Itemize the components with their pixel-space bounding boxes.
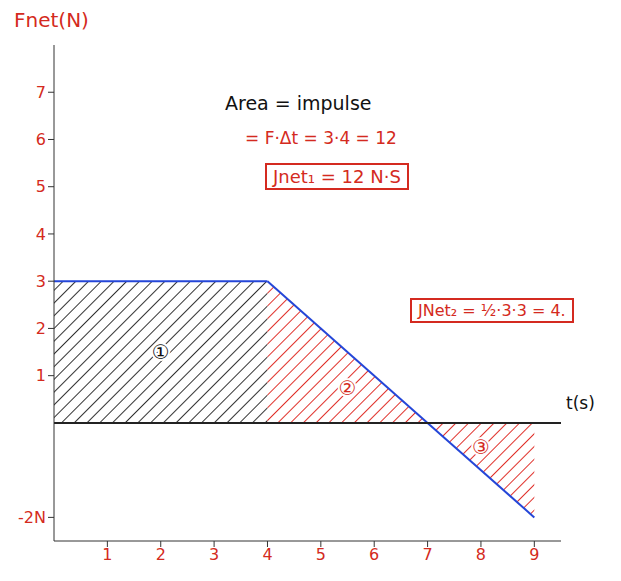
- svg-text:3: 3: [36, 272, 46, 291]
- svg-text:2: 2: [36, 319, 46, 338]
- html-text:t(s): t(s): [566, 392, 595, 413]
- svg-text:①: ①: [152, 340, 170, 364]
- html-text:Area = impulse: Area = impulse: [225, 92, 372, 114]
- svg-text:7: 7: [422, 545, 432, 564]
- svg-text:6: 6: [369, 545, 379, 564]
- svg-text:6: 6: [36, 130, 46, 149]
- svg-text:2: 2: [156, 545, 166, 564]
- svg-text:3: 3: [209, 545, 219, 564]
- svg-text:5: 5: [36, 177, 46, 196]
- svg-text:③: ③: [472, 435, 490, 459]
- svg-text:1: 1: [36, 366, 46, 385]
- svg-text:-2N: -2N: [18, 508, 46, 527]
- svg-text:8: 8: [476, 545, 486, 564]
- svg-text:②: ②: [339, 376, 357, 400]
- svg-text:1: 1: [102, 545, 112, 564]
- html-text:Jnet₁ = 12 N·S: Jnet₁ = 12 N·S: [273, 166, 401, 187]
- html-text:Fnet(N): Fnet(N): [14, 8, 89, 32]
- svg-text:5: 5: [316, 545, 326, 564]
- svg-text:9: 9: [529, 545, 539, 564]
- svg-text:4: 4: [36, 225, 46, 244]
- svg-text:4: 4: [262, 545, 272, 564]
- html-text:= F·Δt = 3·4 = 12: = F·Δt = 3·4 = 12: [245, 128, 397, 148]
- html-text:JNet₂ = ½·3·3 = 4.: JNet₂ = ½·3·3 = 4.: [418, 301, 566, 320]
- svg-text:7: 7: [36, 83, 46, 102]
